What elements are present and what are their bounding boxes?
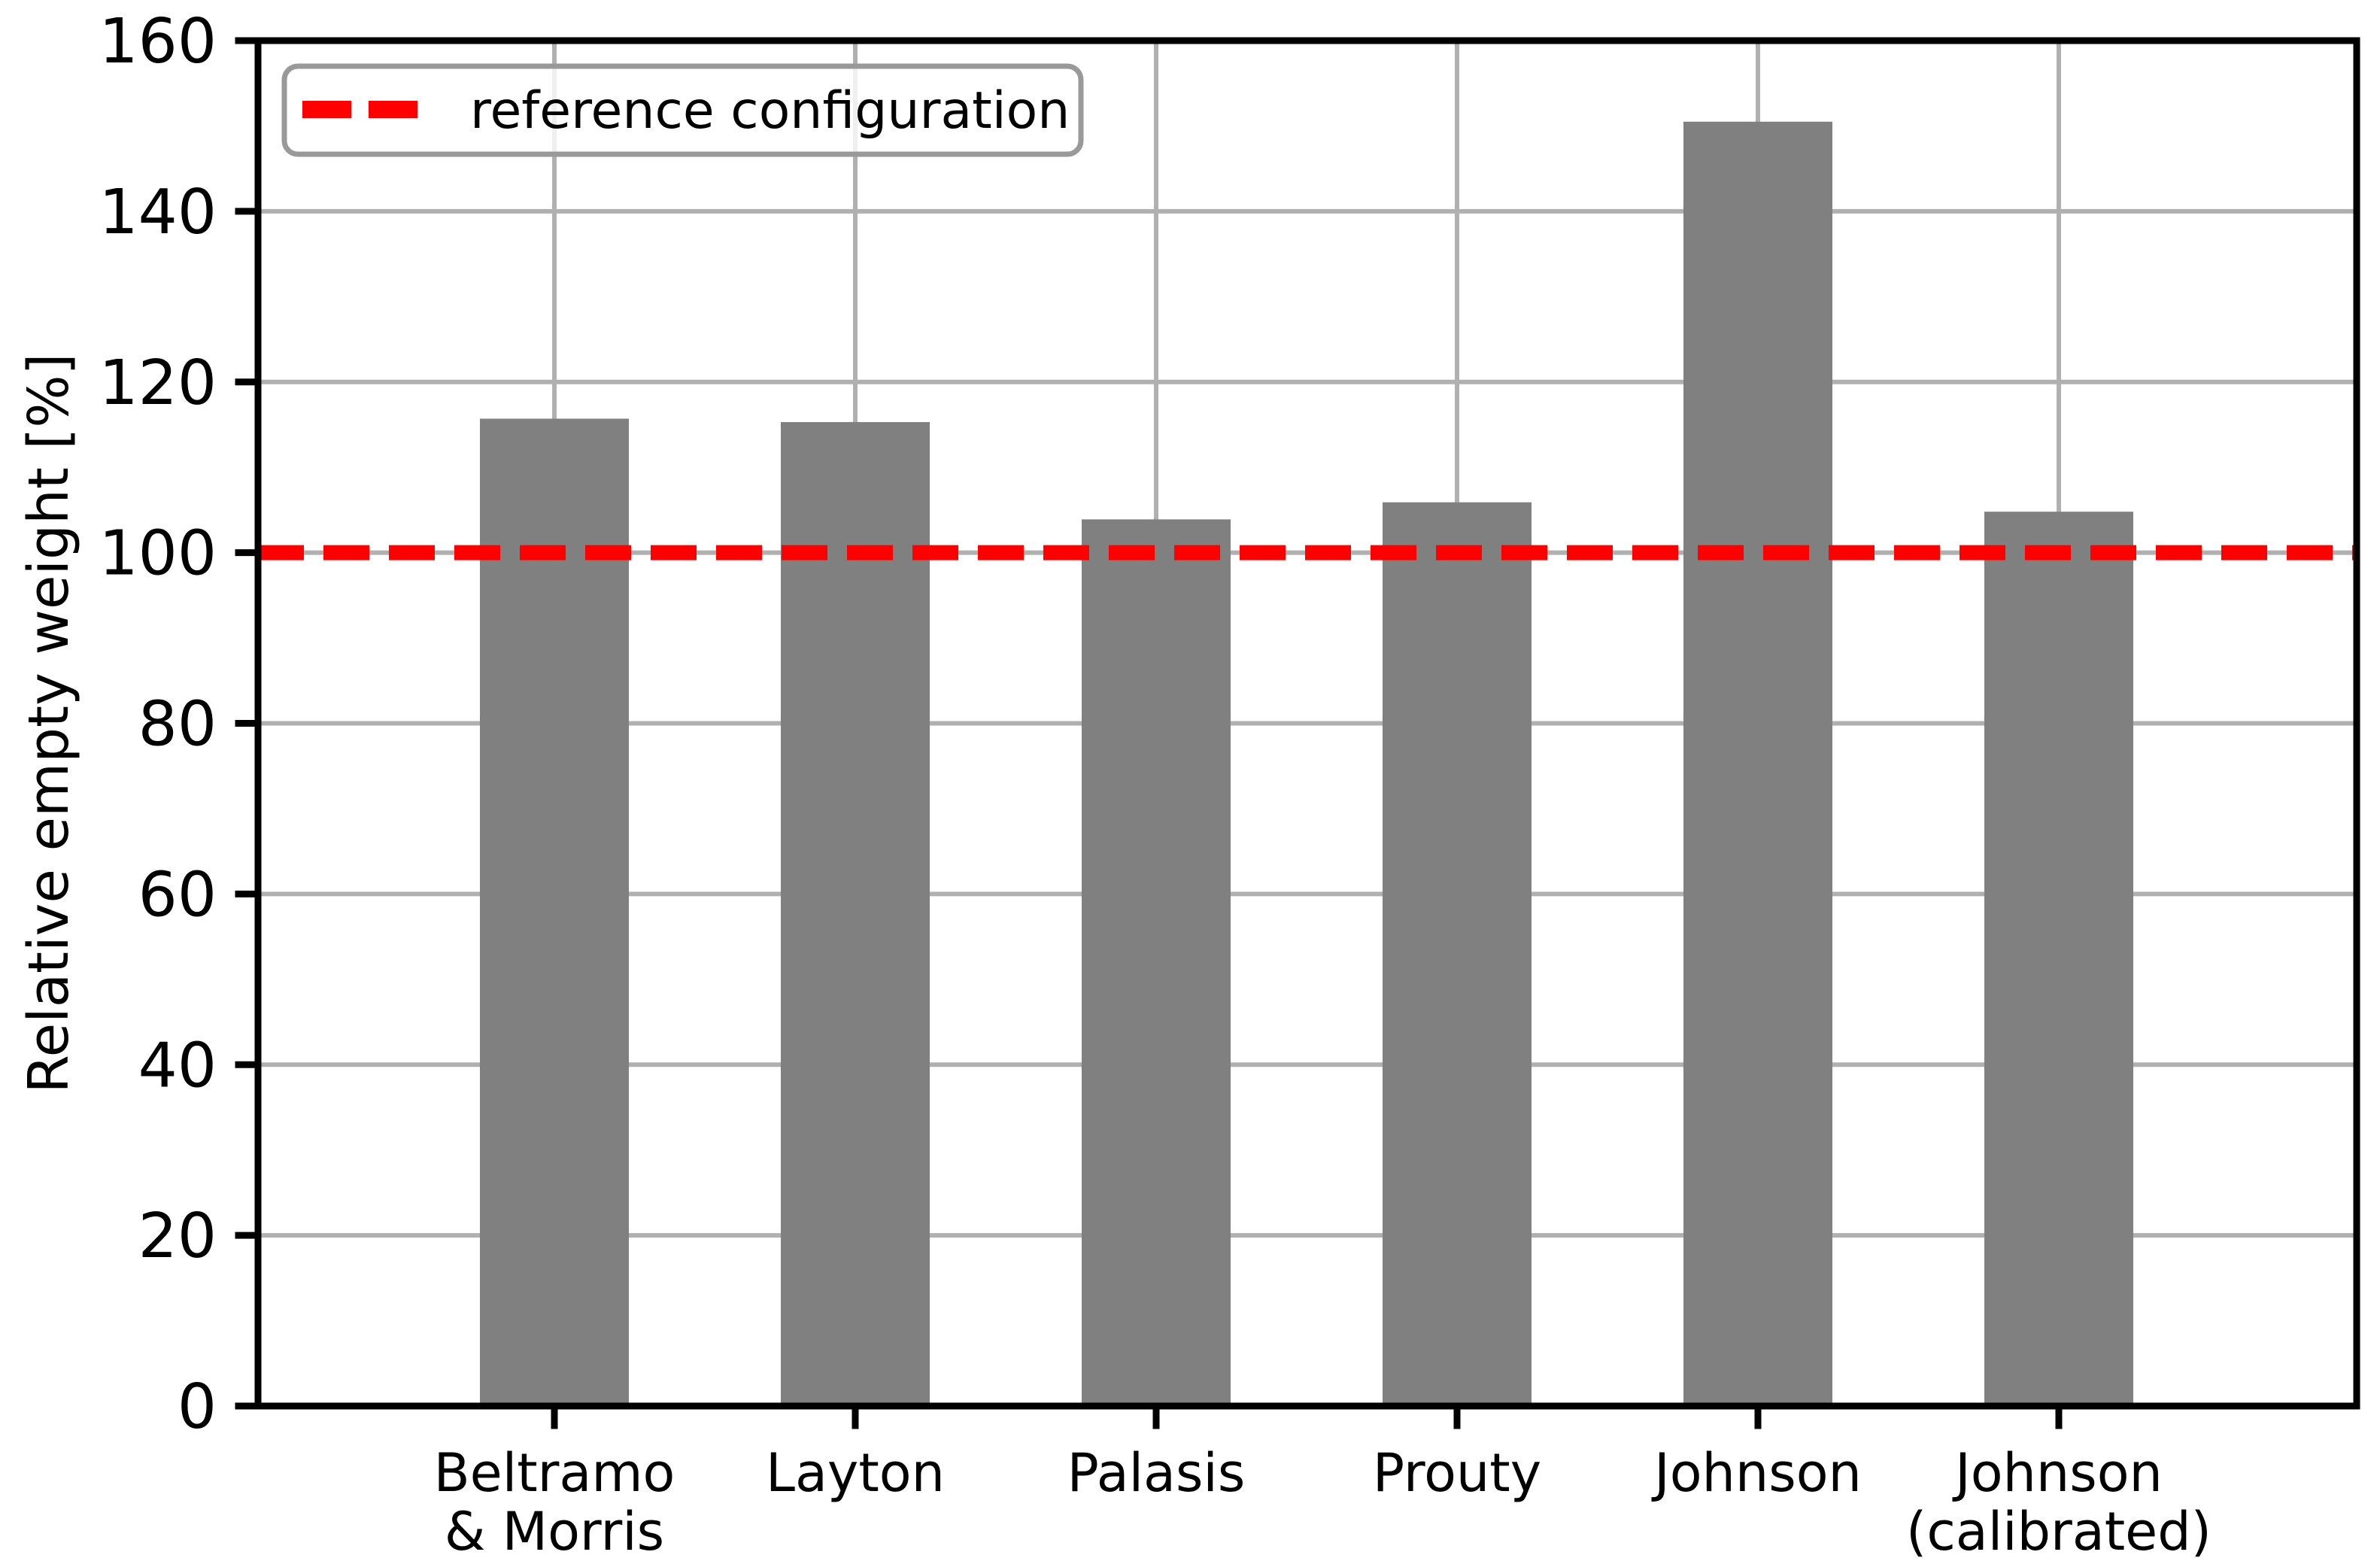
legend: reference configuration bbox=[281, 63, 1084, 157]
x-tick-label: Beltramo bbox=[434, 1442, 675, 1504]
legend-box bbox=[281, 63, 1084, 157]
axes-spines bbox=[254, 37, 2360, 1410]
x-tick-label: Layton bbox=[766, 1442, 945, 1504]
x-tick-label: & Morris bbox=[445, 1501, 664, 1561]
bar bbox=[1383, 502, 1532, 1406]
y-tick-label: 20 bbox=[138, 1201, 217, 1272]
x-tick-label: Prouty bbox=[1373, 1442, 1541, 1504]
y-tick-label: 60 bbox=[138, 859, 217, 931]
bar bbox=[781, 422, 930, 1406]
y-axis-label: Relative empty weight [%] bbox=[17, 354, 81, 1094]
x-tick-label: Palasis bbox=[1067, 1442, 1246, 1504]
y-tick-label: 80 bbox=[138, 689, 217, 761]
y-tick-label: 120 bbox=[99, 348, 217, 419]
y-tick-label: 100 bbox=[99, 518, 217, 590]
x-tick-label: Johnson bbox=[1952, 1442, 2163, 1504]
y-tick-label: 160 bbox=[99, 6, 217, 77]
legend-key-dash bbox=[302, 101, 351, 118]
y-tick-label: 0 bbox=[178, 1371, 217, 1443]
y-tick-label: 40 bbox=[138, 1030, 217, 1101]
bar bbox=[1082, 519, 1231, 1406]
legend-key-dash bbox=[369, 101, 417, 118]
legend-label: reference configuration bbox=[470, 81, 1070, 141]
x-tick-label: Johnson bbox=[1651, 1442, 1862, 1504]
x-tick-label: (calibrated) bbox=[1906, 1501, 2212, 1561]
y-tick-label: 140 bbox=[99, 177, 217, 248]
bar bbox=[1984, 512, 2133, 1406]
bar bbox=[1683, 121, 1832, 1406]
bar bbox=[480, 418, 629, 1407]
